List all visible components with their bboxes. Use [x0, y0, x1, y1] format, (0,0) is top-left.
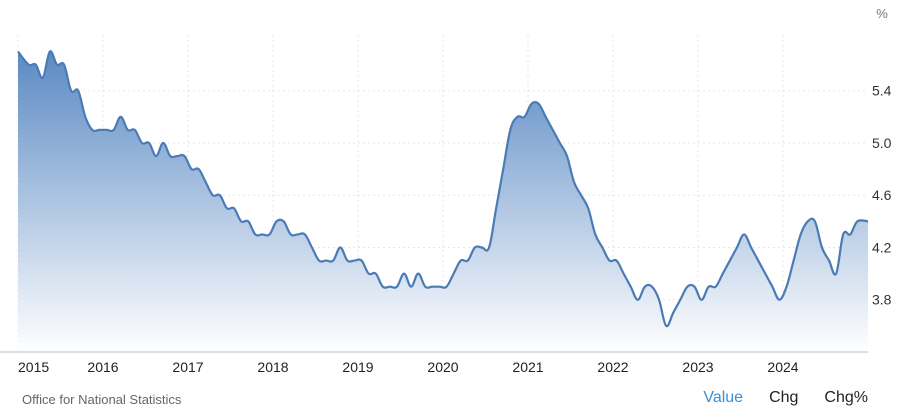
y-unit-label: %	[876, 6, 888, 21]
x-tick-label: 2015	[18, 359, 49, 375]
tab-chg[interactable]: Chg	[769, 389, 799, 406]
x-tick-label: 2023	[682, 359, 713, 375]
series-line	[17, 50, 869, 328]
y-tick-label: 3.8	[872, 292, 892, 308]
x-tick-label: 2020	[427, 359, 458, 375]
y-tick-label: 5.4	[872, 83, 892, 99]
tab-value[interactable]: Value	[703, 389, 744, 406]
x-tick-label: 2024	[767, 359, 798, 375]
y-tick-label: 5.0	[872, 135, 892, 151]
x-tick-label: 2021	[512, 359, 543, 375]
x-tick-label: 2019	[342, 359, 373, 375]
series-area	[18, 51, 868, 352]
x-tick-label: 2018	[257, 359, 288, 375]
y-tick-label: 4.2	[872, 239, 892, 255]
chart-footer: Office for National Statistics Value Chg…	[0, 387, 900, 417]
x-axis-ticks: 2015 2016 2017 2018 2019 2020 2021 2022 2023 2024	[18, 359, 799, 375]
x-tick-label: 2022	[597, 359, 628, 375]
x-tick-label: 2016	[87, 359, 118, 375]
y-axis-ticks: 3.8 4.2 4.6 5.0 5.4	[872, 83, 892, 308]
metric-tabs: Value Chg Chg%	[703, 389, 868, 407]
source-label: Office for National Statistics	[22, 392, 182, 407]
tab-chg-pct[interactable]: Chg%	[824, 389, 868, 406]
y-tick-label: 4.6	[872, 187, 892, 203]
x-tick-label: 2017	[172, 359, 203, 375]
unemployment-area-chart: 2015 2016 2017 2018 2019 2020 2021 2022 2023 2024…	[0, 6, 892, 375]
